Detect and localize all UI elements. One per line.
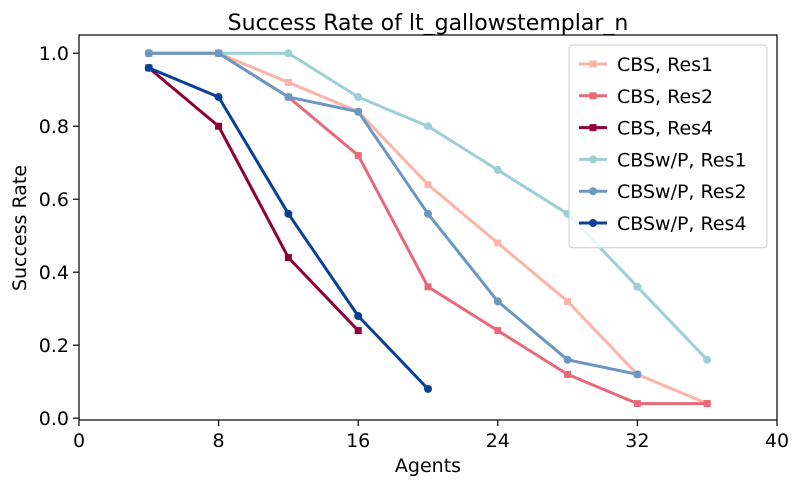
plot-frame xyxy=(78,34,778,421)
series-line xyxy=(147,66,430,391)
data-point xyxy=(424,283,432,291)
data-point xyxy=(564,370,572,378)
x-tick-label: 0 xyxy=(73,430,85,452)
x-tick-label: 32 xyxy=(625,430,649,452)
y-axis: 0.0 0.2 0.4 0.6 0.8 1.0 xyxy=(39,43,79,430)
x-axis-title: Agents xyxy=(395,455,461,477)
data-point xyxy=(284,49,293,58)
data-point xyxy=(215,122,223,130)
legend-item: CBSw/P, Res4 xyxy=(579,213,747,235)
legend-item: CBS, Res1 xyxy=(579,54,713,76)
data-point xyxy=(354,151,362,159)
series-line xyxy=(147,51,639,376)
legend-box xyxy=(568,44,768,249)
legend-label: CBS, Res1 xyxy=(617,54,713,76)
data-point xyxy=(144,49,153,58)
legend-marker xyxy=(589,92,597,100)
x-axis: 0 8 16 24 32 40 xyxy=(73,420,789,452)
legend-label: CBS, Res2 xyxy=(617,86,713,108)
x-tick-label: 40 xyxy=(765,430,789,452)
data-point xyxy=(494,239,502,247)
x-tick-label: 24 xyxy=(486,430,510,452)
legend: CBS, Res1 CBS, Res2 CBS, Res4 CBSw/P, Res1 C… xyxy=(568,44,768,249)
data-point xyxy=(354,327,362,335)
data-point xyxy=(424,209,432,218)
data-point xyxy=(284,254,292,262)
y-tick-label: 0.8 xyxy=(39,116,69,138)
data-point xyxy=(493,166,502,175)
data-point xyxy=(424,122,432,131)
data-point xyxy=(214,93,223,102)
data-point xyxy=(354,107,363,116)
data-point xyxy=(703,355,712,364)
legend-marker xyxy=(589,219,597,227)
series-5 xyxy=(144,49,642,379)
data-point xyxy=(284,209,293,218)
data-point xyxy=(424,384,432,393)
data-point xyxy=(214,49,223,58)
data-point xyxy=(563,355,572,364)
legend-marker xyxy=(589,60,597,68)
series-6 xyxy=(144,63,432,393)
data-point xyxy=(633,282,642,291)
chart-title: Success Rate of lt_gallowstemplar_n xyxy=(228,11,629,36)
legend-item: CBS, Res2 xyxy=(579,86,713,108)
legend-marker xyxy=(589,187,597,196)
data-point xyxy=(354,311,363,320)
y-tick-label: 0.0 xyxy=(39,408,69,430)
legend-item: CBSw/P, Res1 xyxy=(579,149,747,171)
data-point xyxy=(633,400,641,408)
legend-item: CBSw/P, Res2 xyxy=(579,181,747,203)
y-tick-label: 0.2 xyxy=(39,335,69,357)
legend-marker xyxy=(589,155,597,164)
x-tick-label: 8 xyxy=(213,430,225,452)
y-tick-label: 1.0 xyxy=(39,43,69,65)
data-point xyxy=(284,78,292,86)
data-point xyxy=(493,297,502,306)
data-point xyxy=(564,297,572,305)
legend-item: CBS, Res4 xyxy=(579,118,713,140)
legend-label: CBSw/P, Res2 xyxy=(617,181,747,203)
data-point xyxy=(354,93,363,102)
data-point xyxy=(633,370,642,379)
legend-label: CBS, Res4 xyxy=(617,118,713,140)
x-tick-label: 16 xyxy=(346,430,370,452)
data-point xyxy=(144,63,153,72)
data-point xyxy=(494,327,502,335)
legend-label: CBSw/P, Res4 xyxy=(617,213,747,235)
data-point xyxy=(424,181,432,189)
legend-label: CBSw/P, Res1 xyxy=(617,149,747,171)
y-tick-label: 0.4 xyxy=(39,262,69,284)
data-point xyxy=(284,93,293,102)
data-point xyxy=(703,400,711,408)
y-tick-label: 0.6 xyxy=(39,189,69,211)
y-axis-title: Success Rate xyxy=(9,165,31,291)
legend-marker xyxy=(589,124,597,132)
series-line xyxy=(147,66,360,333)
